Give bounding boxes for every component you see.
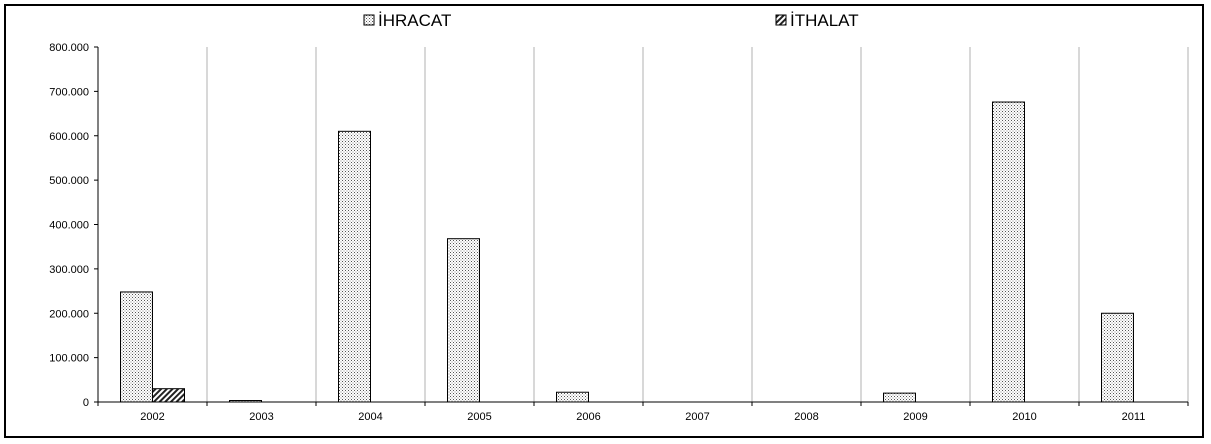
legend-swatch-ithalat bbox=[775, 14, 787, 26]
x-tick-label: 2006 bbox=[576, 411, 600, 423]
y-tick-label: 600.000 bbox=[49, 131, 89, 143]
x-axis: 2002 2003 2004 2005 2006 2007 2008 2009 2010 2011 bbox=[97, 401, 1189, 423]
y-tick-label: 500.000 bbox=[49, 175, 89, 187]
bar-ihracat bbox=[1101, 312, 1134, 403]
legend-label-ithalat: İTHALAT bbox=[790, 11, 859, 30]
bar-ihracat bbox=[447, 238, 480, 403]
bar-ihracat bbox=[338, 130, 371, 403]
bar-ihracat bbox=[229, 400, 262, 403]
x-tick-label: 2003 bbox=[249, 411, 273, 423]
x-tick-label: 2009 bbox=[903, 411, 927, 423]
y-tick-label: 800.000 bbox=[49, 42, 89, 54]
x-tick-label: 2011 bbox=[1122, 411, 1146, 423]
bar-ihracat bbox=[992, 101, 1025, 403]
y-tick-label: 400.000 bbox=[49, 220, 89, 232]
bar-ihracat bbox=[883, 392, 916, 403]
x-tick-label: 2008 bbox=[794, 411, 818, 423]
bar-ihracat bbox=[120, 291, 153, 403]
legend-label-ihracat: İHRACAT bbox=[378, 11, 451, 30]
x-tick-label: 2007 bbox=[685, 411, 709, 423]
bars bbox=[120, 101, 1134, 403]
x-tick-label: 2004 bbox=[358, 411, 382, 423]
y-tick-label: 200.000 bbox=[49, 308, 89, 320]
y-tick-label: 700.000 bbox=[49, 86, 89, 98]
legend: İHRACAT İTHALAT bbox=[363, 11, 859, 30]
x-tick-label: 2010 bbox=[1012, 411, 1036, 423]
y-tick-label: 300.000 bbox=[49, 264, 89, 276]
category-separators bbox=[206, 47, 1189, 402]
x-tick-label: 2005 bbox=[467, 411, 491, 423]
bar-ihracat bbox=[556, 391, 589, 403]
x-tick-label: 2002 bbox=[140, 411, 164, 423]
y-tick-label: 100.000 bbox=[49, 353, 89, 365]
y-axis: 0 100.000 200.000 300.000 400.000 500.000 600.… bbox=[49, 42, 99, 409]
bar-ithalat bbox=[152, 388, 185, 403]
y-tick-label: 0 bbox=[83, 397, 89, 409]
legend-swatch-ihracat bbox=[363, 14, 375, 26]
